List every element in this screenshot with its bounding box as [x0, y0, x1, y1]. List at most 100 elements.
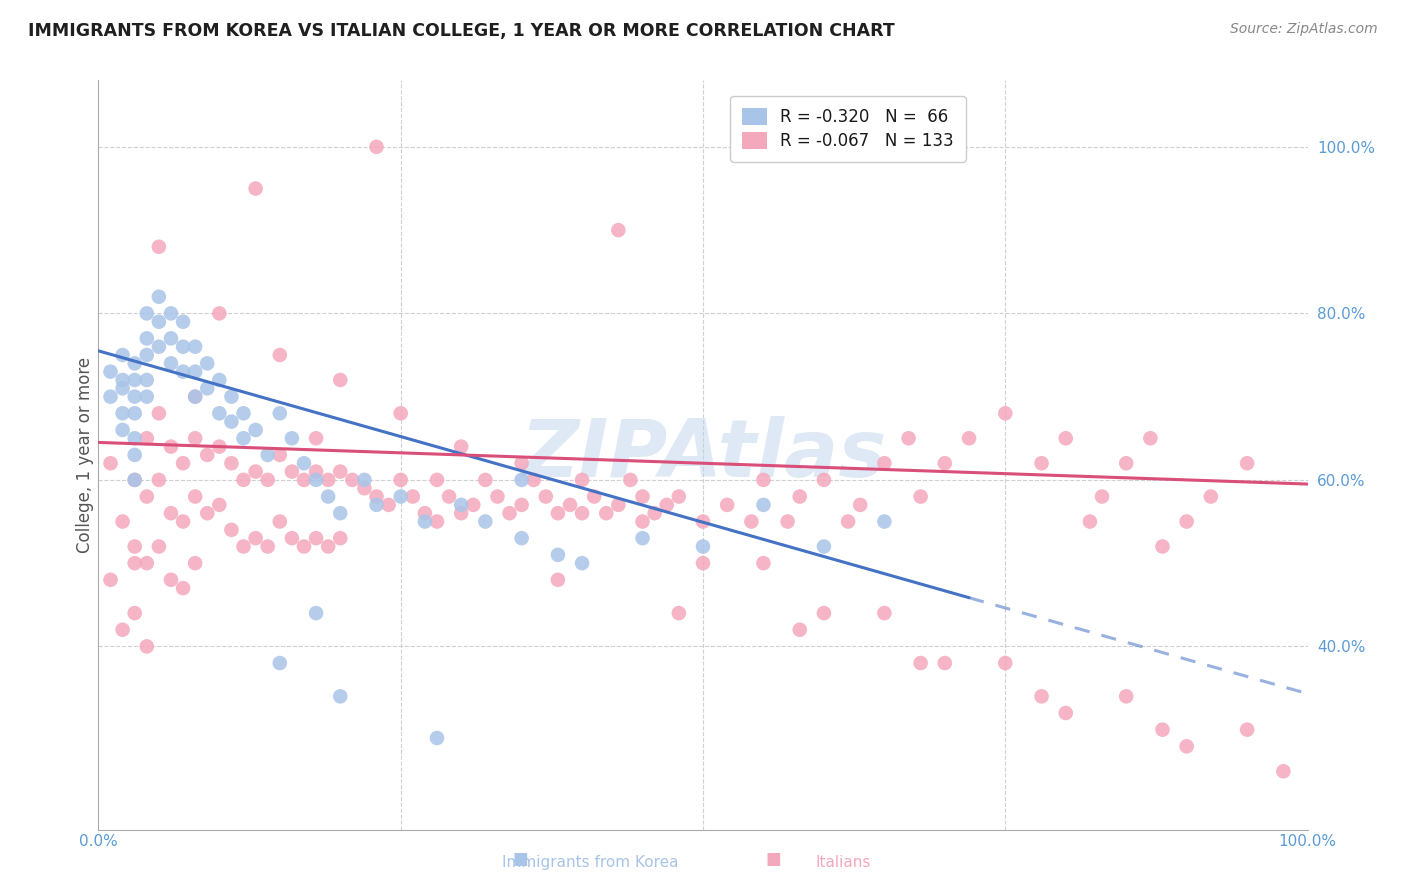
Point	[692, 515, 714, 529]
Point	[329, 506, 352, 520]
Point	[389, 490, 412, 504]
Point	[232, 540, 254, 554]
Point	[498, 506, 520, 520]
Point	[547, 548, 569, 562]
Point	[184, 431, 207, 445]
Point	[510, 498, 533, 512]
Point	[305, 606, 328, 620]
Point	[172, 515, 194, 529]
Point	[135, 348, 157, 362]
Point	[366, 140, 388, 154]
Point	[1175, 739, 1198, 754]
Point	[208, 406, 231, 420]
Point	[474, 515, 496, 529]
Point	[184, 340, 207, 354]
Point	[292, 473, 315, 487]
Point	[305, 531, 328, 545]
Point	[160, 573, 183, 587]
Point	[316, 490, 339, 504]
Point	[510, 531, 533, 545]
Point	[269, 406, 291, 420]
Point	[523, 473, 546, 487]
Text: IMMIGRANTS FROM KOREA VS ITALIAN COLLEGE, 1 YEAR OR MORE CORRELATION CHART: IMMIGRANTS FROM KOREA VS ITALIAN COLLEGE…	[28, 22, 894, 40]
Text: Source: ZipAtlas.com: Source: ZipAtlas.com	[1230, 22, 1378, 37]
Point	[668, 490, 690, 504]
Point	[910, 490, 932, 504]
Point	[269, 448, 291, 462]
Point	[413, 515, 436, 529]
Point	[135, 331, 157, 345]
Text: ZIPAtlas: ZIPAtlas	[520, 416, 886, 494]
Point	[329, 465, 352, 479]
Point	[366, 490, 388, 504]
Point	[1139, 431, 1161, 445]
Y-axis label: College, 1 year or more: College, 1 year or more	[76, 357, 94, 553]
Point	[571, 473, 593, 487]
Point	[172, 315, 194, 329]
Point	[849, 498, 872, 512]
Point	[426, 473, 449, 487]
Point	[124, 406, 146, 420]
Point	[305, 431, 328, 445]
Point	[111, 423, 134, 437]
Point	[571, 506, 593, 520]
Point	[135, 556, 157, 570]
Point	[221, 456, 243, 470]
Point	[292, 540, 315, 554]
Point	[366, 498, 388, 512]
Point	[124, 448, 146, 462]
Point	[100, 456, 122, 470]
Point	[813, 540, 835, 554]
Point	[148, 315, 170, 329]
Point	[1078, 515, 1101, 529]
Text: ■: ■	[765, 850, 782, 868]
Point	[172, 581, 194, 595]
Point	[789, 623, 811, 637]
Point	[631, 531, 654, 545]
Point	[148, 340, 170, 354]
Point	[1199, 490, 1222, 504]
Point	[269, 348, 291, 362]
Point	[752, 556, 775, 570]
Point	[160, 440, 183, 454]
Point	[135, 306, 157, 320]
Point	[111, 515, 134, 529]
Point	[245, 423, 267, 437]
Point	[172, 365, 194, 379]
Point	[873, 606, 896, 620]
Point	[269, 656, 291, 670]
Point	[668, 606, 690, 620]
Point	[305, 473, 328, 487]
Point	[547, 506, 569, 520]
Point	[100, 573, 122, 587]
Point	[692, 540, 714, 554]
Point	[148, 290, 170, 304]
Point	[184, 490, 207, 504]
Point	[316, 540, 339, 554]
Point	[607, 223, 630, 237]
Point	[232, 431, 254, 445]
Point	[111, 406, 134, 420]
Point	[232, 473, 254, 487]
Legend: R = -0.320   N =  66, R = -0.067   N = 133: R = -0.320 N = 66, R = -0.067 N = 133	[731, 96, 966, 161]
Point	[1031, 690, 1053, 704]
Point	[353, 481, 375, 495]
Point	[305, 465, 328, 479]
Point	[281, 531, 304, 545]
Point	[148, 473, 170, 487]
Point	[316, 473, 339, 487]
Point	[1236, 456, 1258, 470]
Point	[426, 515, 449, 529]
Point	[619, 473, 641, 487]
Point	[245, 465, 267, 479]
Point	[124, 606, 146, 620]
Point	[148, 240, 170, 254]
Point	[329, 373, 352, 387]
Point	[124, 431, 146, 445]
Point	[269, 515, 291, 529]
Point	[281, 465, 304, 479]
Point	[184, 556, 207, 570]
Point	[111, 623, 134, 637]
Point	[184, 390, 207, 404]
Point	[148, 406, 170, 420]
